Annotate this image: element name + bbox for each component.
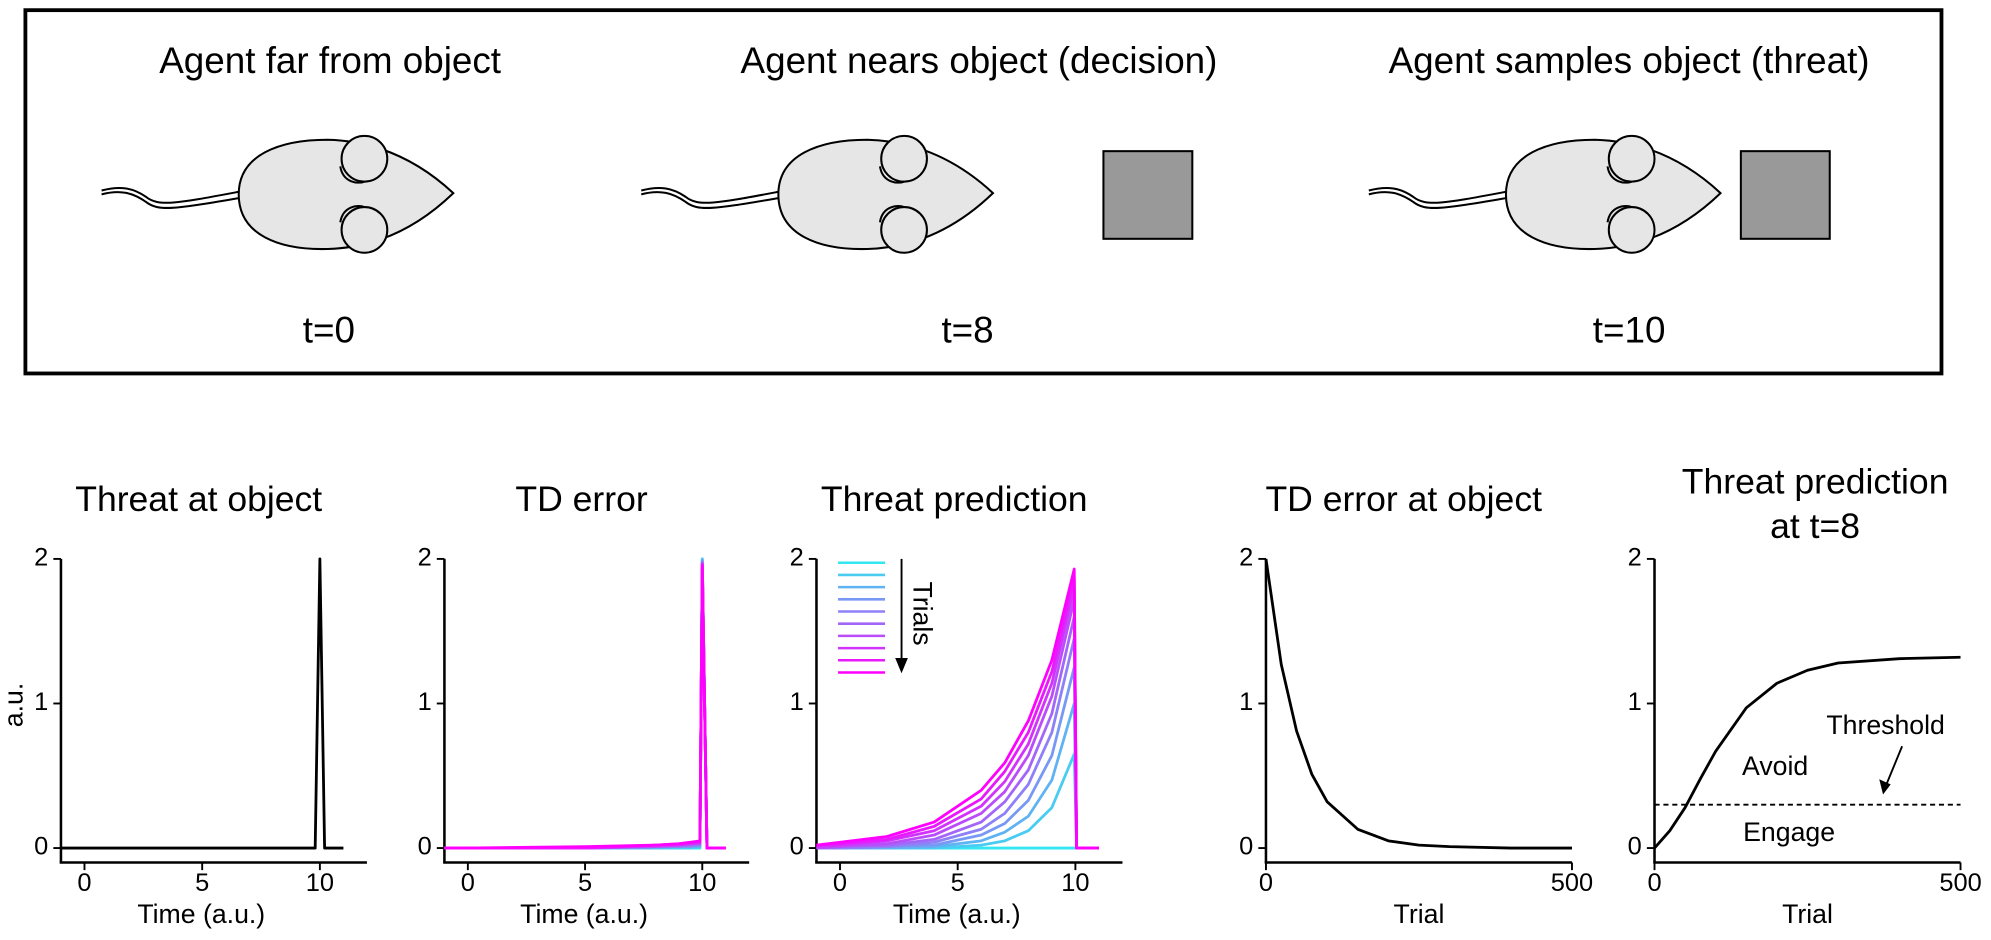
data-line xyxy=(816,567,1099,850)
scene-frame xyxy=(23,8,1944,376)
x-axis-label: Trial xyxy=(1782,899,1833,929)
chart-title: Threat prediction xyxy=(1682,461,1949,501)
data-line xyxy=(60,557,344,850)
chart-title: TD error xyxy=(515,479,647,519)
x-tick-label: 5 xyxy=(578,869,592,897)
y-axis-label: a.u. xyxy=(0,683,28,727)
y-tick-label: 0 xyxy=(790,833,804,861)
x-tick-label: 0 xyxy=(77,869,91,897)
chart-title: Threat at object xyxy=(75,479,322,519)
data-line xyxy=(1653,655,1961,849)
y-tick-label: 1 xyxy=(34,688,48,716)
y-tick-label: 2 xyxy=(1239,544,1253,572)
y-tick-label: 1 xyxy=(790,688,804,716)
data-line xyxy=(444,563,726,850)
x-tick-label: 0 xyxy=(833,869,847,897)
x-tick-label: 0 xyxy=(461,869,475,897)
x-tick-label: 10 xyxy=(688,869,716,897)
y-tick-label: 2 xyxy=(418,544,432,572)
scene-time: t=8 xyxy=(941,310,993,351)
data-line xyxy=(444,561,726,850)
mouse xyxy=(640,134,994,254)
x-tick-label: 10 xyxy=(1061,869,1089,897)
mouse xyxy=(1367,134,1722,254)
region-label: Engage xyxy=(1743,817,1835,847)
x-axis-label: Trial xyxy=(1394,899,1445,929)
x-axis-label: Time (a.u.) xyxy=(520,899,648,929)
chart-title: Threat prediction xyxy=(821,479,1088,519)
x-tick-label: 500 xyxy=(1551,869,1593,897)
data-line xyxy=(444,558,726,850)
data-line xyxy=(444,558,726,850)
scene-time: t=0 xyxy=(303,310,355,351)
threshold-arrowhead xyxy=(1879,779,1891,795)
y-tick-label: 0 xyxy=(1628,833,1642,861)
x-tick-label: 5 xyxy=(951,869,965,897)
y-tick-label: 0 xyxy=(34,833,48,861)
data-line xyxy=(444,564,726,850)
x-tick-label: 0 xyxy=(1647,869,1661,897)
threshold-arrow xyxy=(1883,745,1903,790)
x-tick-label: 5 xyxy=(195,869,209,897)
y-tick-label: 2 xyxy=(790,544,804,572)
object xyxy=(1739,150,1831,240)
chart-title: at t=8 xyxy=(1770,506,1860,546)
data-line xyxy=(444,561,726,850)
scene-title: Agent nears object (decision) xyxy=(741,40,1218,81)
legend-label: Trials xyxy=(908,581,938,645)
data-line xyxy=(1264,558,1572,850)
data-line xyxy=(444,563,726,850)
data-line xyxy=(816,702,1099,850)
data-line xyxy=(444,557,726,850)
y-tick-label: 2 xyxy=(1628,544,1642,572)
data-line xyxy=(444,557,726,850)
x-tick-label: 10 xyxy=(306,869,334,897)
x-tick-label: 500 xyxy=(1939,869,1981,897)
data-line xyxy=(444,560,726,850)
legend-arrowhead xyxy=(895,658,908,674)
scene-title: Agent samples object (threat) xyxy=(1389,40,1870,81)
y-tick-label: 1 xyxy=(1628,688,1642,716)
object xyxy=(1102,150,1194,240)
y-tick-label: 2 xyxy=(34,544,48,572)
x-tick-label: 0 xyxy=(1259,869,1273,897)
scene-time: t=10 xyxy=(1593,310,1666,351)
threshold-label: Threshold xyxy=(1826,710,1945,740)
scene-title: Agent far from object xyxy=(159,40,501,81)
y-tick-label: 0 xyxy=(1239,833,1253,861)
mouse xyxy=(100,134,455,254)
region-label: Avoid xyxy=(1742,751,1808,781)
x-axis-label: Time (a.u.) xyxy=(893,899,1021,929)
x-axis-label: Time (a.u.) xyxy=(137,899,265,929)
y-tick-label: 0 xyxy=(418,833,432,861)
y-tick-label: 1 xyxy=(1239,688,1253,716)
y-tick-label: 1 xyxy=(418,688,432,716)
chart-title: TD error at object xyxy=(1265,479,1542,519)
